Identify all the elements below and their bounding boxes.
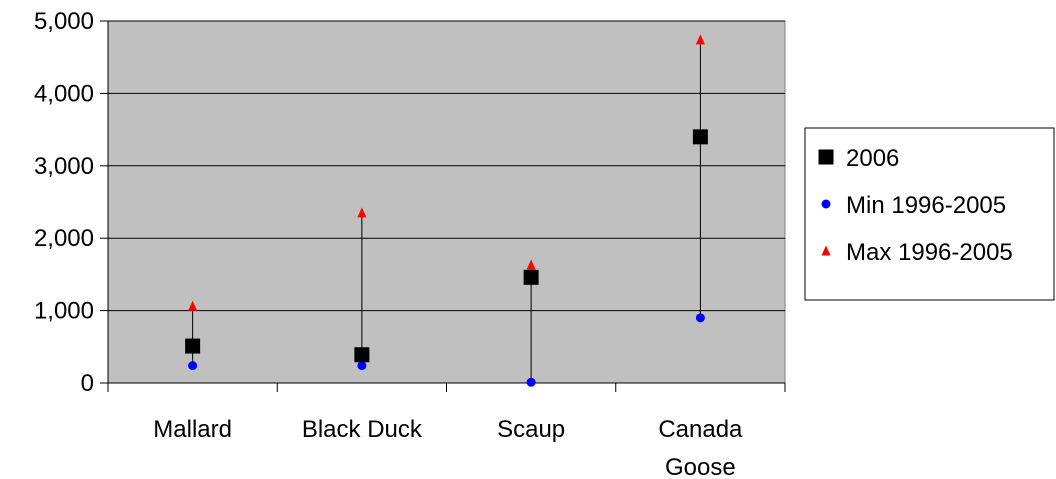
point-2006 — [523, 269, 539, 285]
range-lines — [192, 39, 701, 383]
point-max-1996-2005 — [526, 259, 536, 270]
point-max-1996-2005 — [188, 300, 198, 311]
legend-label: Min 1996-2005 — [846, 192, 1006, 219]
x-tick-label: Mallard — [153, 416, 232, 443]
legend: 2006 Min 1996-2005 Max 1996-2005 — [804, 127, 1055, 301]
x-tick-label: Black Duck — [302, 416, 423, 443]
x-axis-ticks: Mallard Black Duck Scaup Canada Goose — [107, 383, 786, 479]
x-tick-label: Scaup — [497, 416, 565, 443]
point-2006 — [185, 338, 201, 354]
point-min-1996-2005 — [695, 313, 705, 323]
gridlines — [108, 20, 785, 312]
data-marks — [185, 34, 708, 387]
y-tick-label: 4,000 — [34, 80, 94, 107]
point-2006 — [354, 347, 370, 363]
legend-marker — [821, 199, 831, 209]
legend-box — [804, 127, 1055, 301]
point-max-1996-2005 — [695, 34, 705, 45]
point-max-1996-2005 — [357, 207, 367, 218]
point-min-1996-2005 — [357, 361, 367, 371]
y-tick-label: 5,000 — [34, 8, 94, 35]
legend-label: 2006 — [846, 145, 899, 172]
legend-marker — [818, 149, 834, 165]
y-tick-label: 0 — [81, 370, 94, 397]
point-min-1996-2005 — [526, 377, 536, 387]
point-min-1996-2005 — [188, 361, 198, 371]
y-tick-label: 3,000 — [34, 153, 94, 180]
y-axis-ticks: 0 1,000 2,000 3,000 4,000 5,000 — [34, 8, 108, 397]
point-2006 — [692, 129, 708, 145]
x-tick-label: Canada — [658, 416, 743, 443]
legend-label: Max 1996-2005 — [846, 239, 1013, 266]
y-tick-label: 1,000 — [34, 298, 94, 325]
legend-marker — [821, 245, 831, 256]
y-tick-label: 2,000 — [34, 225, 94, 252]
plot-area — [107, 20, 786, 384]
x-tick-label: Goose — [665, 454, 736, 479]
